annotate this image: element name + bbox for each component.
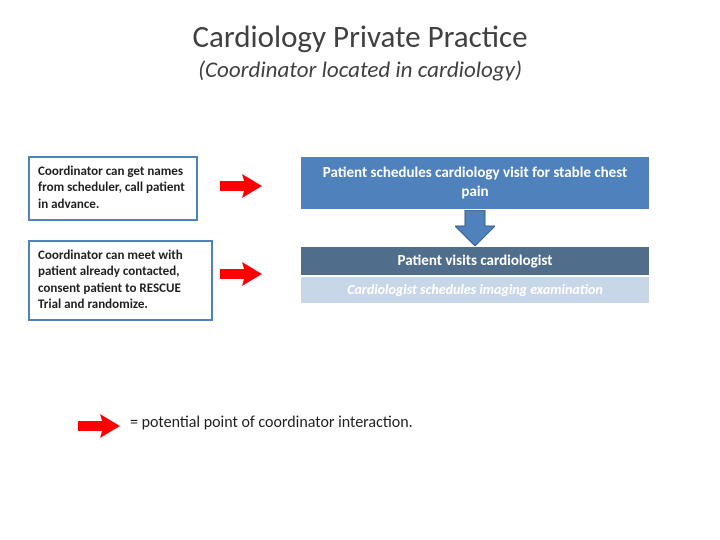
slide-subtitle: (Coordinator located in cardiology) <box>0 56 720 84</box>
red-arrow-icon <box>218 260 266 293</box>
callout-coordinator-consent: Coordinator can meet with patient alread… <box>28 240 213 321</box>
red-arrow-icon <box>218 172 266 205</box>
slide-title: Cardiology Private Practice <box>0 18 720 56</box>
flow-step-imaging-exam: Cardiologist schedules imaging examinati… <box>300 276 650 304</box>
down-arrow-icon <box>455 210 495 246</box>
flow-step-schedule-visit: Patient schedules cardiology visit for s… <box>300 156 650 210</box>
flow-step-visit-cardiologist: Patient visits cardiologist <box>300 246 650 276</box>
red-arrow-icon <box>76 412 124 445</box>
callout-coordinator-scheduler: Coordinator can get names from scheduler… <box>28 156 198 221</box>
legend-text: = potential point of coordinator interac… <box>130 413 413 432</box>
title-block: Cardiology Private Practice (Coordinator… <box>0 0 720 84</box>
